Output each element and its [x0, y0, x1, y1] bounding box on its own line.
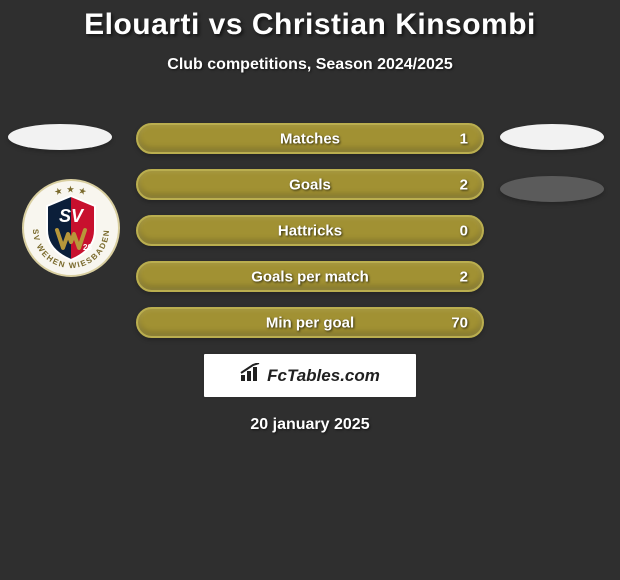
chart-icon: [240, 363, 262, 388]
player-left-oval: [8, 124, 112, 150]
stat-bar-goals: Goals 2: [136, 169, 484, 200]
stat-bar-matches: Matches 1: [136, 123, 484, 154]
stat-value: 70: [451, 314, 468, 331]
stat-value: 0: [460, 222, 468, 239]
subtitle: Club competitions, Season 2024/2025: [0, 56, 620, 74]
player-right-oval-1: [500, 124, 604, 150]
stat-label: Matches: [280, 130, 340, 147]
stat-value: 1: [460, 130, 468, 147]
stat-label: Goals per match: [251, 268, 369, 285]
stat-value: 2: [460, 176, 468, 193]
date: 20 january 2025: [0, 416, 620, 434]
stat-bar-goals-per-match: Goals per match 2: [136, 261, 484, 292]
source-name: FcTables.com: [267, 366, 380, 386]
club-crest: ★ ★ ★ SV WEHEN WIESBADEN SV 26: [21, 178, 121, 278]
svg-text:SV: SV: [59, 206, 85, 226]
source-badge: FcTables.com: [202, 352, 418, 399]
player-right-oval-2: [500, 176, 604, 202]
stat-bar-min-per-goal: Min per goal 70: [136, 307, 484, 338]
stat-label: Hattricks: [278, 222, 342, 239]
stat-bar-hattricks: Hattricks 0: [136, 215, 484, 246]
stat-value: 2: [460, 268, 468, 285]
stat-bars: Matches 1 Goals 2 Hattricks 0 Goals per …: [136, 123, 484, 353]
stat-label: Goals: [289, 176, 331, 193]
stat-label: Min per goal: [266, 314, 354, 331]
page-title: Elouarti vs Christian Kinsombi: [0, 0, 620, 42]
svg-text:26: 26: [83, 243, 92, 252]
infographic-canvas: Elouarti vs Christian Kinsombi Club comp…: [0, 0, 620, 580]
